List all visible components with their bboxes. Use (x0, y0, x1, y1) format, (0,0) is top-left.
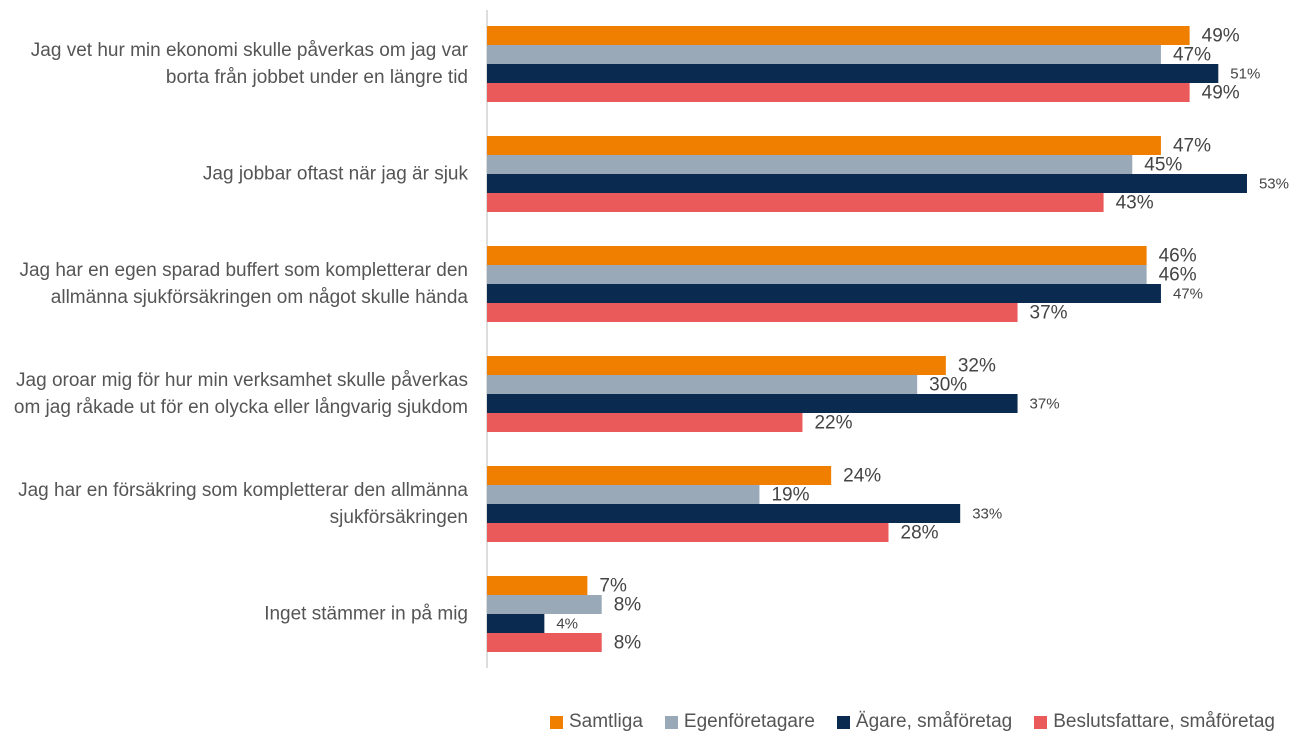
bar (487, 64, 1219, 83)
value-label: 4% (556, 615, 578, 632)
bar (487, 155, 1133, 174)
category-label: Jag vet hur min ekonomi skulle påverkas … (30, 40, 468, 88)
bar (487, 356, 946, 375)
legend-swatch (549, 715, 563, 729)
value-label: 47% (1173, 285, 1203, 302)
bar (487, 523, 889, 542)
legend-swatch (664, 715, 678, 729)
value-label: 37% (1030, 303, 1068, 324)
category-label: Jag har en försäkring som kompletterar d… (18, 480, 468, 528)
value-label: 37% (1030, 395, 1060, 412)
value-label: 28% (901, 523, 939, 544)
value-label: 49% (1202, 83, 1240, 104)
bar (487, 45, 1161, 64)
value-label: 46% (1159, 265, 1197, 286)
bar (487, 576, 588, 595)
value-label: 47% (1173, 136, 1211, 157)
bar (487, 265, 1147, 284)
legend-swatch (1034, 715, 1048, 729)
value-label: 45% (1144, 155, 1182, 176)
bar (487, 485, 760, 504)
value-label: 51% (1230, 65, 1260, 82)
value-label: 32% (958, 356, 996, 377)
legend-swatch (836, 715, 850, 729)
value-label: 47% (1173, 45, 1211, 66)
legend-item: Egenföretagare (664, 711, 815, 733)
bar (487, 83, 1190, 102)
value-label: 24% (843, 466, 881, 487)
value-label: 22% (814, 413, 852, 434)
bar (487, 136, 1161, 155)
category-label: Jag har en egen sparad buffert som kompl… (19, 260, 468, 308)
bar (487, 284, 1161, 303)
legend-item: Samtliga (549, 711, 643, 733)
category-label: Inget stämmer in på mig (264, 603, 468, 625)
value-label: 49% (1202, 26, 1240, 47)
legend-item: Beslutsfattare, småföretag (1034, 711, 1275, 733)
bar (487, 466, 832, 485)
value-label: 7% (599, 576, 627, 597)
legend: Samtliga Egenföretagare Ägare, småföretag B… (549, 711, 1275, 733)
value-label: 33% (972, 505, 1002, 522)
value-label: 19% (771, 485, 809, 506)
legend-label: Ägare, småföretag (855, 711, 1013, 732)
value-label: 8% (614, 595, 642, 616)
bar (487, 413, 803, 432)
bar (487, 26, 1190, 45)
value-label: 43% (1116, 193, 1154, 214)
legend-label: Egenföretagare (683, 711, 815, 732)
bar (487, 504, 961, 523)
bar (487, 394, 1018, 413)
bar (487, 633, 602, 652)
value-label: 53% (1259, 175, 1289, 192)
bar (487, 375, 918, 394)
value-label: 8% (614, 633, 642, 654)
bar (487, 614, 545, 633)
value-label: 30% (929, 375, 967, 396)
category-label: Jag oroar mig för hur min verksamhet sku… (13, 370, 468, 418)
bar (487, 595, 602, 614)
bar (487, 303, 1018, 322)
legend-item: Ägare, småföretag (836, 711, 1013, 733)
value-label: 46% (1159, 246, 1197, 267)
legend-label: Beslutsfattare, småföretag (1053, 711, 1275, 732)
bar (487, 246, 1147, 265)
bar (487, 174, 1247, 193)
bar (487, 193, 1104, 212)
legend-label: Samtliga (568, 711, 643, 732)
category-label: Jag jobbar oftast när jag är sjuk (202, 163, 468, 185)
